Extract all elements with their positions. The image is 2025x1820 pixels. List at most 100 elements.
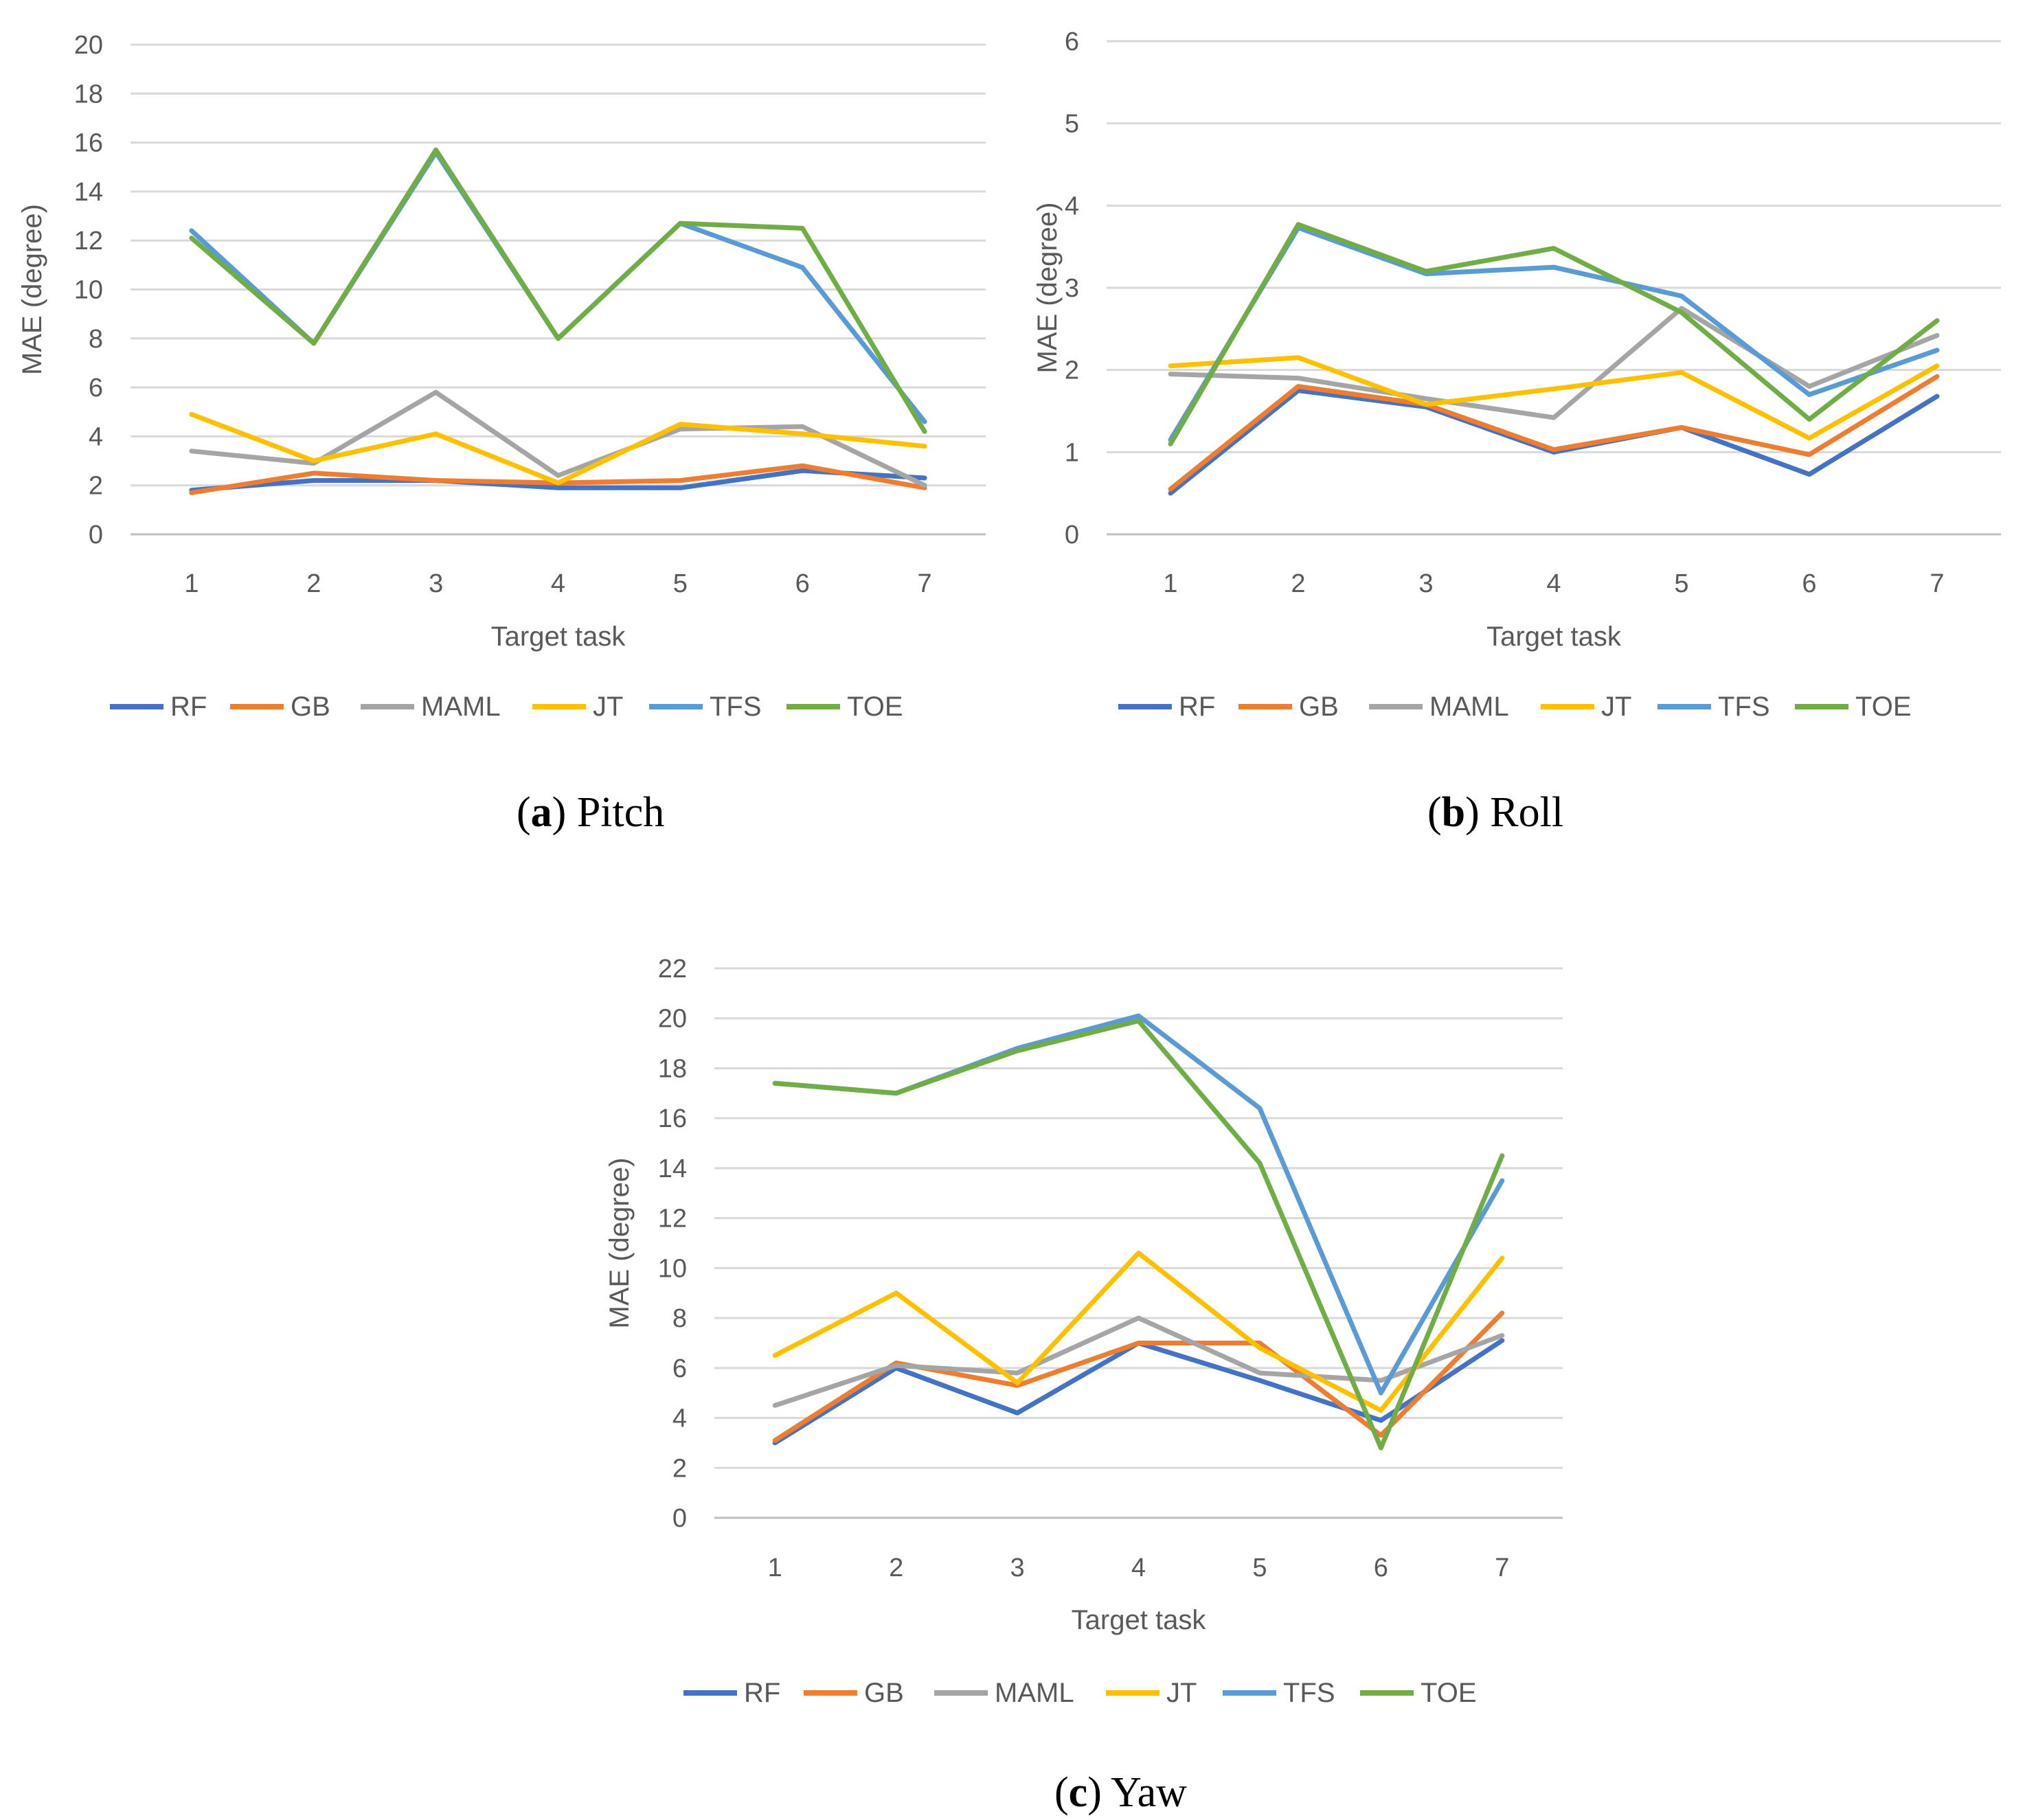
- pitch-caption: (a) Pitch: [517, 789, 665, 836]
- pitch-x-tick-label: 2: [306, 569, 321, 598]
- yaw-x-tick-label: 5: [1252, 1554, 1267, 1582]
- yaw-y-tick-label: 8: [672, 1304, 687, 1333]
- roll-caption: (b) Roll: [1427, 789, 1564, 836]
- pitch-x-tick-label: 6: [795, 569, 810, 598]
- pitch-y-tick-label: 4: [89, 422, 103, 451]
- roll-y-tick-label: 0: [1065, 521, 1079, 549]
- roll-caption-letter: b: [1441, 789, 1466, 836]
- pitch-y-tick-label: 20: [74, 31, 103, 60]
- pitch-x-tick-label: 4: [551, 569, 565, 598]
- pitch-legend-label-tfs: TFS: [710, 692, 762, 722]
- yaw-series-line-jt: [772, 1251, 1505, 1413]
- yaw-x-tick-label: 6: [1374, 1554, 1388, 1582]
- pitch-y-tick-label: 12: [74, 227, 103, 255]
- roll-x-axis-title: Target task: [1486, 622, 1622, 652]
- roll-y-axis-title: MAE (degree): [1032, 203, 1063, 374]
- pitch-x-tick-label: 3: [429, 569, 443, 598]
- roll-series-line-jt: [1168, 355, 1940, 441]
- yaw-caption-letter: c: [1068, 1769, 1088, 1816]
- yaw-legend-label-tfs: TFS: [1283, 1678, 1335, 1708]
- yaw-y-tick-label: 20: [658, 1005, 687, 1034]
- pitch-y-axis-title: MAE (degree): [17, 204, 47, 375]
- pitch-y-tick-label: 10: [74, 276, 103, 305]
- pitch-legend-label-maml: MAML: [421, 692, 501, 722]
- roll-x-tick-label: 5: [1674, 569, 1688, 598]
- pitch-series-line-rf: [189, 468, 927, 493]
- pitch-y-tick-label: 6: [89, 374, 103, 402]
- pitch-series-line-jt: [189, 411, 927, 486]
- roll-series-line-toe: [1168, 222, 1940, 446]
- pitch-legend-label-gb: GB: [291, 692, 330, 722]
- yaw-x-tick-label: 2: [889, 1554, 903, 1582]
- pitch-y-tick-label: 18: [74, 80, 103, 109]
- pitch-legend-label-jt: JT: [593, 692, 623, 722]
- roll-x-tick-label: 7: [1930, 569, 1944, 598]
- pitch-y-tick-label: 14: [74, 178, 103, 207]
- yaw-y-tick-label: 18: [658, 1054, 687, 1083]
- roll-y-tick-label: 6: [1065, 27, 1079, 56]
- roll-legend-label-toe: TOE: [1855, 692, 1912, 722]
- yaw-caption-label: Yaw: [1111, 1769, 1187, 1816]
- pitch-x-axis-title: Target task: [491, 622, 626, 652]
- roll-legend-label-gb: GB: [1299, 692, 1339, 722]
- yaw-x-axis-title: Target task: [1072, 1605, 1207, 1635]
- roll-legend-label-rf: RF: [1179, 692, 1215, 722]
- pitch-series-line-maml: [189, 389, 927, 488]
- yaw-y-tick-label: 6: [672, 1354, 687, 1383]
- yaw-x-tick-label: 3: [1010, 1554, 1025, 1582]
- yaw-series-line-toe: [772, 1018, 1505, 1451]
- pitch-y-tick-label: 16: [74, 129, 103, 158]
- roll-legend-label-maml: MAML: [1429, 692, 1509, 722]
- pitch-series-line-tfs: [189, 150, 927, 424]
- roll-y-tick-label: 2: [1065, 356, 1079, 385]
- roll-caption-label: Roll: [1490, 789, 1564, 836]
- roll-x-tick-label: 6: [1802, 569, 1816, 598]
- yaw-y-tick-label: 0: [672, 1504, 687, 1533]
- yaw-y-tick-label: 4: [672, 1404, 687, 1433]
- roll-x-tick-label: 1: [1163, 569, 1177, 598]
- yaw-y-tick-label: 16: [658, 1104, 687, 1133]
- roll-y-tick-label: 1: [1065, 438, 1079, 467]
- roll-series-line-maml: [1168, 306, 1940, 420]
- yaw-series-line-tfs: [772, 1013, 1505, 1396]
- yaw-y-tick-label: 14: [658, 1154, 687, 1183]
- yaw-legend-label-toe: TOE: [1421, 1678, 1477, 1708]
- pitch-y-tick-label: 2: [89, 472, 103, 501]
- yaw-legend-label-gb: GB: [864, 1678, 904, 1708]
- yaw-x-tick-label: 4: [1131, 1554, 1146, 1582]
- pitch-x-tick-label: 1: [184, 569, 199, 598]
- yaw-legend-label-rf: RF: [744, 1678, 780, 1708]
- roll-legend-label-jt: JT: [1601, 692, 1631, 722]
- roll-chart: 0 1 2 3 4 5 6 1 2 3 4 5 6 7 Target task MAE (degree) RF G…: [1032, 27, 2001, 722]
- pitch-series-line-toe: [189, 147, 927, 434]
- roll-y-tick-label: 4: [1065, 192, 1079, 220]
- pitch-caption-label: Pitch: [576, 789, 665, 836]
- pitch-caption-letter: a: [530, 789, 552, 836]
- roll-x-tick-label: 2: [1291, 569, 1305, 598]
- yaw-legend-label-maml: MAML: [995, 1678, 1074, 1708]
- pitch-legend-label-toe: TOE: [847, 692, 903, 722]
- pitch-x-tick-label: 7: [918, 569, 932, 598]
- roll-legend-label-tfs: TFS: [1718, 692, 1770, 722]
- yaw-legend-label-jt: JT: [1166, 1678, 1197, 1708]
- pitch-y-tick-label: 0: [89, 521, 103, 549]
- roll-series-line-rf: [1168, 388, 1940, 496]
- pitch-y-tick-label: 8: [89, 325, 103, 354]
- roll-y-tick-label: 5: [1065, 110, 1079, 139]
- yaw-series-line-maml: [772, 1315, 1505, 1408]
- pitch-x-tick-label: 5: [673, 569, 688, 598]
- roll-x-tick-label: 4: [1546, 569, 1561, 598]
- yaw-y-tick-label: 22: [658, 955, 687, 983]
- yaw-caption: (c) Yaw: [1054, 1769, 1187, 1816]
- yaw-series-line-gb: [772, 1310, 1505, 1443]
- pitch-legend-label-rf: RF: [170, 692, 207, 722]
- roll-y-tick-label: 3: [1065, 274, 1079, 303]
- yaw-x-tick-label: 1: [768, 1554, 782, 1582]
- yaw-x-tick-label: 7: [1495, 1554, 1509, 1582]
- yaw-y-axis-title: MAE (degree): [604, 1158, 635, 1329]
- yaw-y-tick-label: 12: [658, 1205, 687, 1233]
- yaw-y-tick-label: 2: [672, 1454, 687, 1483]
- roll-series-line-gb: [1168, 374, 1940, 492]
